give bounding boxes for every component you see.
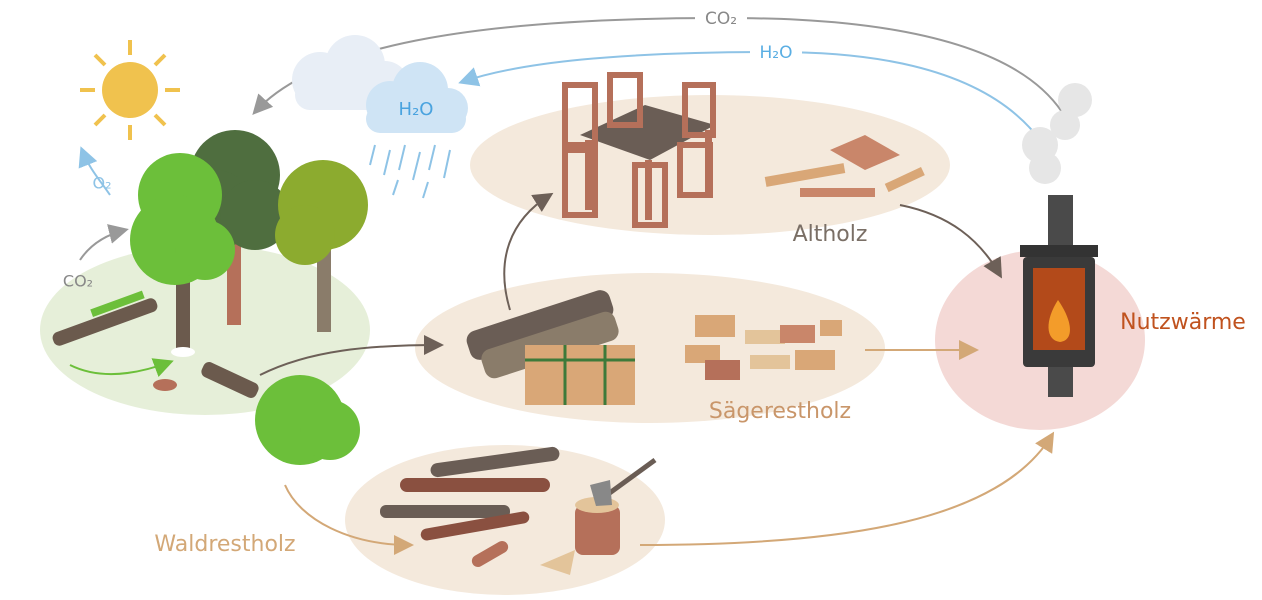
co2-left-label: CO₂ <box>63 272 93 291</box>
rain <box>370 145 450 198</box>
stove <box>1020 195 1098 397</box>
o2-label: O₂ <box>92 174 111 193</box>
waldrestholz-label: Waldrestholz <box>154 532 295 557</box>
sun <box>80 40 180 140</box>
saegerestholz-label: Sägerestholz <box>709 399 851 424</box>
altholz-label: Altholz <box>793 222 868 247</box>
cloud-h2o-label: H₂O <box>399 99 434 120</box>
h2o-label: H₂O <box>760 43 793 63</box>
co2-label: CO₂ <box>705 9 737 29</box>
flow-arrow <box>640 435 1052 545</box>
co2-arrow <box>80 230 125 260</box>
nutzwaerme-label: Nutzwärme <box>1120 310 1246 335</box>
diagram: CO₂ H₂O H₂O O₂ CO₂ Altholz Sägerestholz … <box>0 0 1262 600</box>
smoke <box>1022 83 1092 184</box>
